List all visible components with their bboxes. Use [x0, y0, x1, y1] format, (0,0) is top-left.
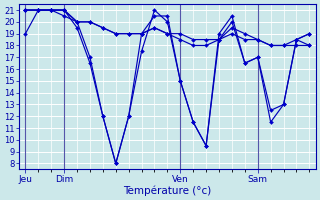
X-axis label: Température (°c): Température (°c) [123, 185, 212, 196]
